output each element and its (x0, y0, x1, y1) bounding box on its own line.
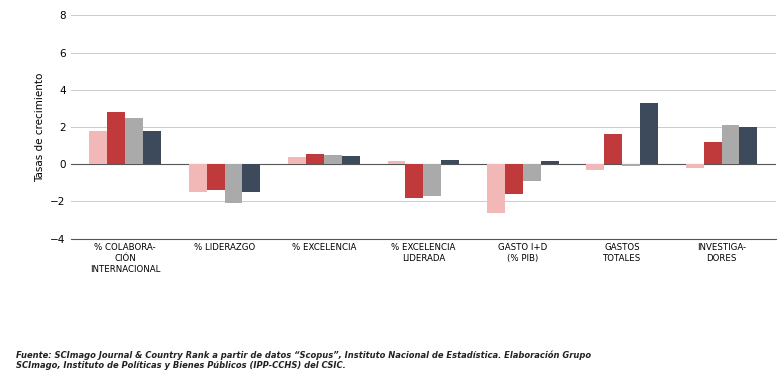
Bar (505, 164, 523, 194)
Bar (721, 125, 739, 164)
Bar (640, 103, 658, 164)
Bar (423, 164, 441, 196)
Y-axis label: Tasas de crecimiento: Tasas de crecimiento (34, 72, 45, 182)
Bar (289, 157, 306, 164)
Bar (739, 127, 757, 164)
Bar (224, 164, 242, 203)
Bar (703, 142, 721, 164)
Bar (189, 164, 207, 192)
Bar (387, 161, 405, 164)
Bar (586, 164, 604, 170)
Bar (487, 164, 505, 213)
Bar (441, 160, 459, 164)
Bar (541, 161, 558, 164)
Bar (523, 164, 541, 181)
Bar (207, 164, 224, 190)
Bar (622, 164, 640, 166)
Bar (242, 164, 260, 192)
Bar (125, 118, 143, 164)
Bar (324, 155, 342, 164)
Bar (306, 154, 324, 164)
Bar (604, 134, 622, 164)
Text: Fuente: SCImago Journal & Country Rank a partir de datos “Scopus”, Instituto Nac: Fuente: SCImago Journal & Country Rank a… (16, 350, 591, 370)
Bar (342, 156, 360, 164)
Bar (107, 112, 125, 164)
Bar (405, 164, 423, 198)
Bar (89, 131, 107, 164)
Bar (143, 131, 161, 164)
Bar (686, 164, 703, 168)
